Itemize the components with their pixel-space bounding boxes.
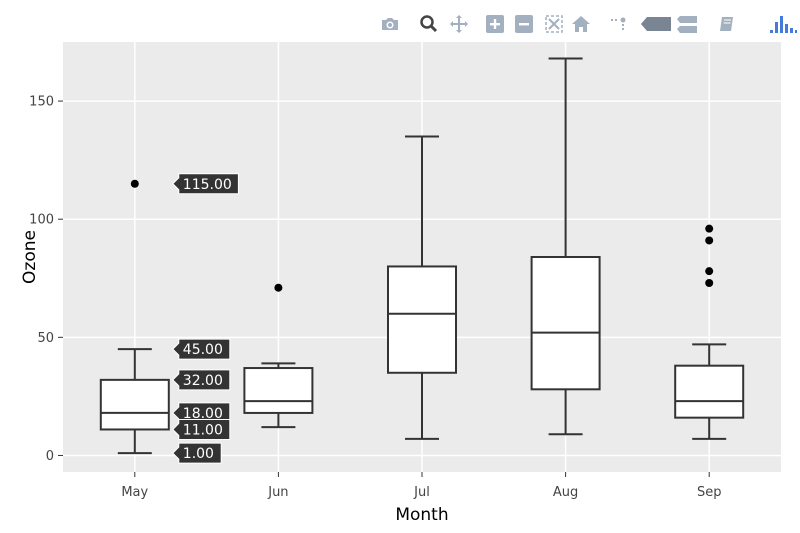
modebar [378, 12, 800, 36]
hover-label: 11.00 [172, 418, 231, 440]
outlier-point[interactable] [705, 267, 714, 276]
iqr-box [99, 378, 170, 431]
outlier-point[interactable] [705, 278, 714, 287]
box-jul[interactable] [387, 135, 457, 440]
hover-label: 45.00 [172, 338, 231, 360]
plotly-logo-icon[interactable] [767, 12, 799, 36]
hover-label: 115.00 [172, 173, 239, 195]
hover-label-text: 45.00 [183, 342, 223, 358]
hover-label: 32.00 [172, 369, 231, 391]
hover-label-box [172, 369, 231, 391]
hover-label-box [172, 442, 222, 464]
spike-lines-icon[interactable] [607, 12, 631, 36]
zoom-out-icon[interactable] [512, 12, 536, 36]
y-tick-label: 150 [29, 95, 54, 110]
reset-axes-icon[interactable] [569, 12, 593, 36]
x-tick-label: Jun [267, 485, 288, 500]
pan-icon[interactable] [447, 12, 471, 36]
hover-label-box [172, 173, 239, 195]
box-series [99, 57, 745, 455]
hover-closest-icon[interactable] [640, 12, 672, 36]
x-tick-label: May [121, 485, 148, 500]
outlier-point[interactable] [705, 224, 714, 233]
hover-label-text: 18.00 [183, 406, 223, 422]
box-sep[interactable] [674, 224, 745, 440]
box-aug[interactable] [530, 57, 601, 436]
iqr-box [387, 265, 457, 374]
hover-label-text: 115.00 [183, 177, 232, 193]
hover-label-text: 11.00 [183, 422, 223, 438]
hover-label: 18.00 [172, 402, 231, 424]
x-tick-label: Aug [553, 485, 578, 500]
camera-icon[interactable] [378, 12, 402, 36]
x-tick-label: Sep [697, 485, 722, 500]
y-tick-label: 50 [37, 331, 54, 346]
hover-label-box [172, 338, 231, 360]
hover-label-text: 1.00 [183, 446, 214, 462]
outlier-point[interactable] [130, 179, 139, 188]
box-jun[interactable] [243, 283, 314, 429]
hover-label: 1.00 [172, 442, 222, 464]
outlier-point[interactable] [274, 283, 283, 292]
y-tick-label: 100 [29, 213, 54, 228]
hover-label-text: 32.00 [183, 373, 223, 389]
hover-compare-icon[interactable] [675, 12, 699, 36]
autoscale-icon[interactable] [542, 12, 566, 36]
iqr-box [530, 256, 601, 391]
edit-chart-icon[interactable] [715, 12, 739, 36]
axis-ticks: 0 50 100 150 May Jun Jul Aug Sep [29, 95, 721, 500]
outlier-point[interactable] [705, 236, 714, 245]
y-tick-label: 0 [46, 449, 54, 464]
box-may[interactable] [99, 179, 170, 455]
hover-label-box [172, 418, 231, 440]
iqr-box [674, 364, 745, 419]
x-tick-label: Jul [413, 485, 430, 500]
y-axis-title: Ozone [20, 230, 40, 284]
x-axis-title: Month [395, 505, 448, 525]
iqr-box [243, 367, 314, 414]
zoom-icon[interactable] [417, 12, 441, 36]
zoom-in-icon[interactable] [483, 12, 507, 36]
